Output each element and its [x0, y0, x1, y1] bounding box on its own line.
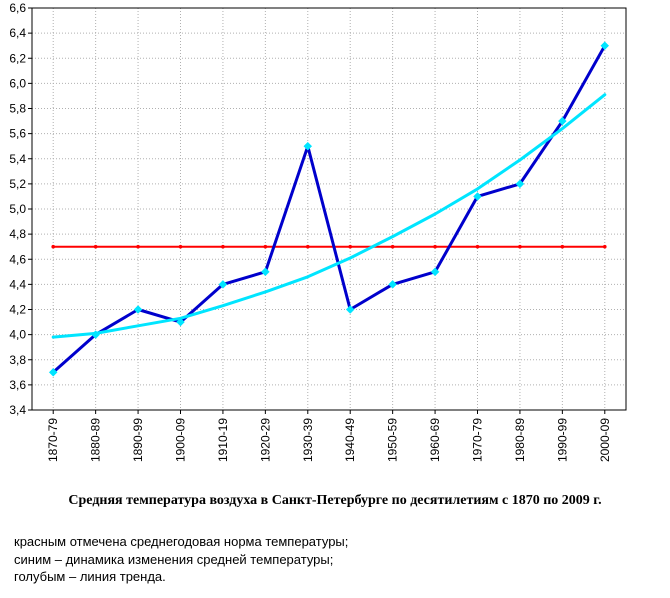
temperature-point: [388, 280, 397, 289]
x-tick-label: 1910-19: [216, 418, 230, 462]
norm-point: [433, 244, 437, 249]
x-tick-label: 1990-99: [555, 418, 569, 462]
x-tick-label: 1940-49: [343, 418, 357, 462]
y-tick-label: 3,6: [9, 378, 26, 392]
x-tick-label: 1950-59: [386, 418, 400, 462]
y-tick-label: 6,2: [9, 51, 26, 65]
temperature-point: [261, 267, 270, 277]
x-tick-label: 1920-29: [258, 418, 272, 462]
x-tick-label: 1960-69: [428, 418, 442, 462]
temperature-point: [176, 317, 185, 327]
temperature-point: [218, 280, 228, 289]
note-cyan-line: голубым – линия тренда.: [14, 569, 166, 584]
x-tick-label: 2000-09: [598, 418, 612, 462]
temperature-point: [430, 267, 440, 277]
y-tick-label: 4,6: [9, 252, 26, 266]
norm-point: [221, 244, 225, 249]
y-tick-label: 4,2: [9, 303, 26, 317]
norm-point: [602, 244, 607, 249]
y-tick-label: 5,4: [9, 152, 26, 166]
y-tick-label: 6,6: [9, 1, 26, 15]
temperature-point: [303, 141, 313, 151]
y-tick-label: 6,4: [9, 26, 26, 40]
temperature-point: [48, 367, 58, 377]
y-tick-label: 3,4: [9, 403, 26, 417]
note-blue-line: синим – динамика изменения средней темпе…: [14, 551, 334, 567]
y-tick-label: 5,2: [9, 177, 26, 191]
y-tick-label: 6,0: [9, 76, 26, 90]
temperature-chart: 3,4 3,6 3,8 4,0 4,2 4,4 4,6 4,8 5,0 5,2 5,4 5,6 5,8 6…: [9, 1, 627, 462]
temperature-point: [133, 305, 143, 314]
temperature-point: [600, 41, 610, 51]
norm-point: [518, 244, 522, 249]
norm-point: [560, 244, 565, 249]
x-tick-label: 1870-79: [46, 418, 60, 462]
temperature-point: [345, 305, 355, 314]
norm-point: [263, 244, 268, 249]
y-tick-label: 3,8: [9, 353, 26, 367]
y-tick-label: 5,8: [9, 102, 26, 116]
temperature-line: [51, 44, 607, 374]
temperature-point: [558, 116, 567, 126]
norm-point: [93, 244, 98, 249]
x-tick-label: 1880-89: [89, 418, 103, 462]
y-tick-label: 5,0: [9, 202, 26, 216]
trend-line: [51, 93, 607, 339]
temperature-point: [91, 330, 100, 339]
x-tick-label: 1970-79: [471, 418, 485, 462]
x-tick-label: 1890-99: [131, 418, 145, 462]
norm-point: [305, 244, 310, 249]
x-tick-label: 1980-89: [513, 418, 527, 462]
legend-notes: красным отмечена среднегодовая норма тем…: [14, 533, 348, 586]
x-tick-label: 1900-09: [174, 418, 188, 462]
y-tick-label: 4,0: [9, 328, 26, 342]
temperature-point: [473, 192, 482, 201]
norm-point: [51, 244, 56, 249]
norm-point: [348, 244, 353, 249]
norm-point: [475, 244, 480, 249]
y-tick-label: 5,6: [9, 127, 26, 141]
chart-title: Средняя температура воздуха в Санкт-Пете…: [68, 493, 602, 508]
norm-point: [136, 244, 140, 249]
y-tick-label: 4,8: [9, 227, 26, 241]
note-red-line: красным отмечена среднегодовая норма тем…: [14, 534, 349, 549]
x-tick-label: 1930-39: [301, 418, 315, 462]
temperature-point: [515, 179, 525, 189]
norm-point: [178, 244, 183, 249]
norm-point: [390, 244, 395, 249]
y-tick-label: 4,4: [9, 277, 26, 291]
